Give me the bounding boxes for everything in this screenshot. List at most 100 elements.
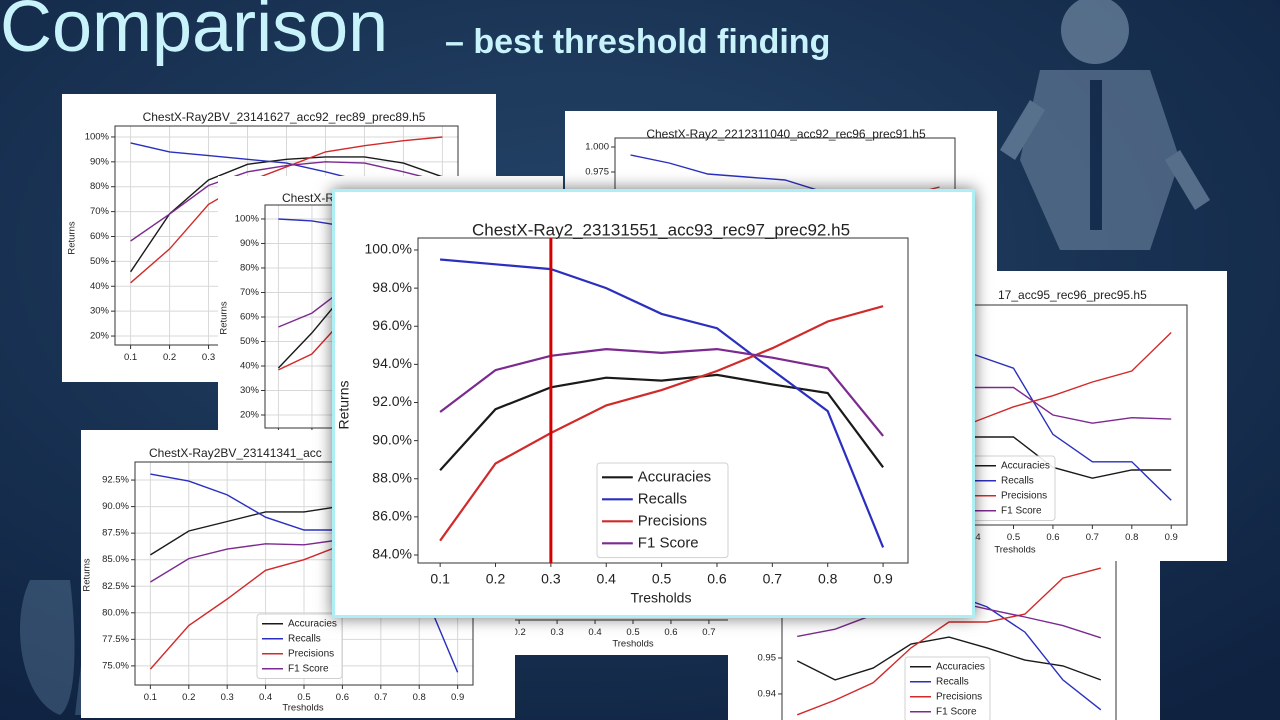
- y-tick-label: 70%: [90, 206, 110, 217]
- y-tick-label: 96.0%: [372, 317, 412, 333]
- x-tick-label: 0.7: [702, 627, 715, 638]
- x-tick-label: 0.4: [597, 570, 617, 586]
- x-tick-label: 0.3: [221, 692, 234, 703]
- x-tick-label: 0.2: [182, 692, 195, 703]
- y-tick-label: 92.0%: [372, 393, 412, 409]
- series-line: [796, 567, 1101, 716]
- x-tick-label: 0.2: [163, 352, 176, 363]
- y-tick-label: 20%: [90, 331, 110, 342]
- slide-subtitle: – best threshold finding: [445, 23, 830, 61]
- y-tick-label: 60%: [240, 312, 260, 323]
- series-line: [130, 136, 443, 284]
- x-tick-label: 0.4: [588, 627, 601, 638]
- y-tick-label: 90%: [90, 156, 110, 167]
- x-tick-label: 0.7: [763, 570, 783, 586]
- y-tick-label: 82.5%: [102, 581, 129, 592]
- x-tick-label: 0.6: [664, 627, 677, 638]
- y-tick-label: 90%: [240, 238, 260, 249]
- chart-title: ChestX-Ray2BV_23141627_acc92_rec89_prec8…: [143, 110, 426, 124]
- legend-label: Accuracies: [288, 618, 337, 629]
- y-tick-label: 50%: [90, 256, 110, 267]
- legend-label: Recalls: [936, 676, 969, 687]
- chart-title: ChestX-Ray2BV_23141341_acc: [149, 446, 322, 460]
- y-tick-label: 88.0%: [372, 469, 412, 485]
- y-tick-label: 50%: [240, 336, 260, 347]
- y-tick-label: 100%: [85, 131, 110, 142]
- chart-card: ChestX-Ray2_23131551_acc93_rec97_prec92.…: [335, 192, 972, 615]
- series-line: [440, 258, 885, 548]
- y-tick-label: 75.0%: [102, 660, 129, 671]
- chart-title: ChestX-Ray2_2212311040_acc92_rec96_prec9…: [646, 127, 926, 141]
- series-line: [130, 156, 443, 273]
- y-tick-label: 80.0%: [102, 607, 129, 618]
- y-tick-label: 98.0%: [372, 279, 412, 295]
- y-tick-label: 80%: [240, 262, 260, 273]
- y-tick-label: 0.975: [585, 167, 609, 178]
- x-axis-label: Tresholds: [631, 590, 692, 606]
- legend-label: F1 Score: [288, 663, 329, 674]
- y-axis-label: Returns: [219, 301, 230, 335]
- x-tick-label: 0.9: [1165, 532, 1178, 543]
- y-tick-label: 30%: [240, 385, 260, 396]
- y-tick-label: 20%: [240, 410, 260, 421]
- legend-box: [904, 656, 991, 720]
- legend-label: F1 Score: [936, 706, 977, 717]
- legend-label: Precisions: [288, 648, 334, 659]
- legend-label: F1 Score: [1001, 505, 1042, 516]
- chart-title: 17_acc95_rec96_prec95.h5: [998, 288, 1147, 302]
- legend-label: Recalls: [638, 490, 687, 507]
- x-tick-label: 0.6: [707, 570, 727, 586]
- y-tick-label: 86.0%: [372, 508, 412, 524]
- y-tick-label: 87.5%: [102, 528, 129, 539]
- y-tick-label: 90.0%: [102, 501, 129, 512]
- x-axis-label: Tresholds: [282, 703, 324, 714]
- x-tick-label: 0.2: [513, 627, 526, 638]
- xray-icon: [1000, 0, 1210, 250]
- x-tick-label: 0.3: [202, 352, 215, 363]
- x-tick-label: 0.1: [430, 570, 450, 586]
- y-tick-label: 40%: [240, 361, 260, 372]
- legend-label: Precisions: [638, 512, 707, 529]
- y-tick-label: 100.0%: [365, 241, 412, 257]
- y-axis-label: Returns: [67, 221, 78, 255]
- x-tick-label: 0.1: [144, 692, 157, 703]
- y-tick-label: 90.0%: [372, 431, 412, 447]
- x-axis-label: Tresholds: [612, 639, 654, 650]
- chart-title: ChestX-R: [282, 191, 334, 205]
- x-tick-label: 0.2: [486, 570, 506, 586]
- legend-box: [596, 462, 729, 559]
- series-line: [130, 161, 443, 242]
- y-axis-label: Returns: [82, 558, 93, 592]
- series-line: [439, 305, 884, 542]
- x-tick-label: 0.8: [1125, 532, 1138, 543]
- plot-frame: [417, 237, 909, 564]
- x-tick-label: 0.5: [297, 692, 310, 703]
- y-tick-label: 80%: [90, 181, 110, 192]
- y-tick-label: 77.5%: [102, 634, 129, 645]
- y-tick-label: 60%: [90, 231, 110, 242]
- x-tick-label: 0.3: [550, 627, 563, 638]
- y-tick-label: 0.95: [758, 653, 777, 664]
- series-line: [439, 347, 884, 437]
- slide-title: Comparison: [0, 0, 388, 67]
- y-tick-label: 94.0%: [372, 355, 412, 371]
- legend-label: Recalls: [1001, 475, 1034, 486]
- legend-label: F1 Score: [638, 534, 699, 551]
- x-tick-label: 0.5: [1007, 532, 1020, 543]
- x-tick-label: 0.9: [451, 692, 464, 703]
- y-tick-label: 84.0%: [372, 546, 412, 562]
- x-tick-label: 0.4: [259, 692, 272, 703]
- plot-frame: [781, 540, 1117, 720]
- chart-title: ChestX-Ray2_23131551_acc93_rec97_prec92.…: [472, 220, 850, 239]
- x-axis-label: Tresholds: [994, 545, 1036, 556]
- y-tick-label: 70%: [240, 287, 260, 298]
- x-tick-label: 0.6: [336, 692, 349, 703]
- legend-box: [256, 613, 343, 679]
- legend-label: Accuracies: [936, 661, 985, 672]
- legend-label: Accuracies: [1001, 460, 1050, 471]
- y-tick-label: 100%: [235, 213, 260, 224]
- y-tick-label: 1.000: [585, 142, 609, 153]
- y-axis-label: Returns: [336, 380, 352, 429]
